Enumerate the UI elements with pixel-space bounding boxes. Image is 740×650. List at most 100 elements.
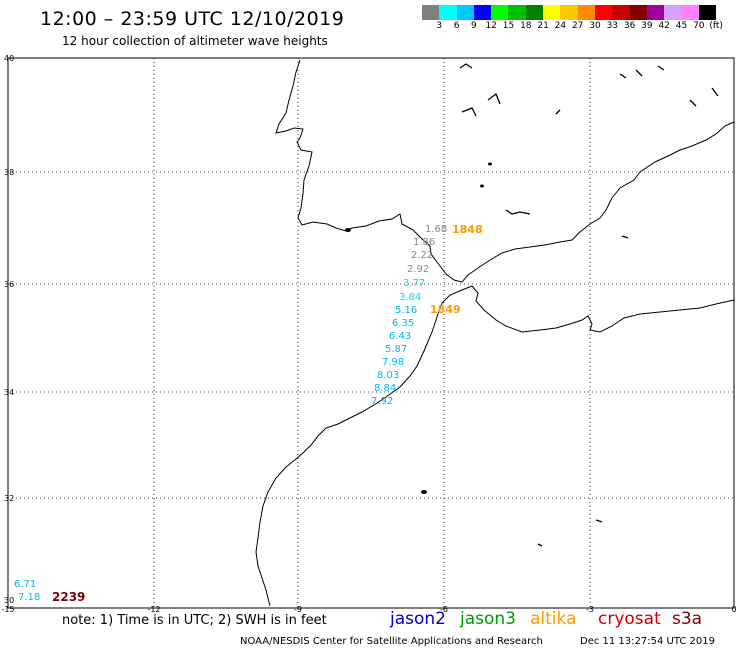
track-value: 7.18 (18, 592, 40, 603)
small-island-3 (488, 162, 492, 166)
track-value: 5.87 (385, 344, 407, 355)
track-value: 6.43 (389, 331, 411, 342)
pass-time-label: 1848 (452, 223, 483, 236)
color-scale-label: (ft) (709, 21, 723, 31)
small-island-1 (421, 490, 427, 494)
africa-atlantic-coast (255, 285, 473, 607)
color-scale-swatches (422, 5, 734, 20)
color-scale-label: 12 (485, 21, 497, 31)
island-13 (537, 543, 543, 547)
color-swatch (698, 5, 717, 20)
color-scale-label: 24 (554, 21, 567, 31)
longitude-label: -15 (1, 605, 14, 614)
color-scale-label: 36 (623, 21, 636, 31)
color-swatch (560, 5, 578, 20)
color-scale-label: 39 (641, 21, 653, 31)
color-scale-label: 33 (606, 21, 619, 31)
island-6 (555, 109, 561, 115)
color-swatch (543, 5, 561, 20)
altimeter-track-values: 1.68 1.86 2.22 2.92 3.77 3.84 5.16 6.35 6.43 5.87… (371, 224, 447, 407)
color-scale-label: 21 (537, 21, 549, 31)
lat-lon-grid (8, 58, 734, 608)
latitude-label: 36 (4, 280, 14, 289)
color-scale-label: 30 (589, 21, 601, 31)
track-value: 2.22 (411, 250, 433, 261)
color-swatch (629, 5, 647, 20)
color-swatch (456, 5, 474, 20)
track-value: 8.03 (377, 370, 399, 381)
color-scale-label: 9 (471, 21, 477, 31)
track-value: 7.98 (382, 357, 404, 368)
longitude-label: -6 (440, 605, 448, 614)
color-swatch (422, 5, 440, 20)
color-scale-label: 18 (520, 21, 532, 31)
color-scale-labels: 3 6 9 12 15 18 21 24 27 30 33 36 39 42 45 70 (ft) (422, 20, 734, 34)
latitude-label: 30 (4, 596, 14, 605)
track-value: 8.84 (374, 383, 396, 394)
color-swatch (525, 5, 544, 20)
track-value: 7.92 (371, 396, 393, 407)
credit-line: NOAA/NESDIS Center for Satellite Applica… (240, 636, 543, 647)
island-3 (505, 209, 531, 215)
mission-label-jason2: jason2 (390, 609, 446, 629)
island-outlines (459, 63, 719, 547)
color-scale-label: 27 (571, 21, 584, 31)
latitude-label: 32 (4, 494, 14, 503)
latitude-label: 34 (4, 388, 14, 397)
color-swatch (681, 5, 699, 20)
small-island-4 (480, 184, 484, 188)
island-8 (635, 69, 643, 77)
track-value: 3.84 (399, 292, 421, 303)
color-scale-label: 45 (675, 21, 688, 31)
mission-label-s3a: s3a (672, 609, 703, 629)
mission-label-jason3: jason3 (460, 609, 516, 629)
mission-label-altika: altika (530, 609, 577, 629)
pass-time-label: 2239 (52, 590, 85, 604)
pass-time-labels: 1848 1849 (430, 223, 483, 316)
footnote: note: 1) Time is in UTC; 2) SWH is in fe… (62, 613, 327, 628)
color-scale-label: 6 (453, 21, 460, 31)
coastlines (255, 59, 735, 607)
mission-label-cryosat: cryosat (598, 609, 661, 629)
africa-mediterranean-coast (471, 285, 735, 333)
island-10 (689, 99, 697, 107)
island-7 (619, 73, 627, 79)
track-value: 2.92 (407, 264, 429, 275)
track-value: 1.86 (413, 237, 435, 248)
longitude-labels: -15 -12 -9 -6 -3 0 (1, 605, 736, 614)
color-swatch (612, 5, 630, 20)
iberia-atlantic-coast (275, 59, 735, 283)
color-swatch (473, 5, 492, 20)
latitude-label: 38 (4, 168, 14, 177)
color-swatch (577, 5, 595, 20)
track-value: 6.71 (14, 579, 36, 590)
island-1 (461, 107, 477, 117)
color-swatch (646, 5, 665, 20)
color-scale-label: 15 (502, 21, 515, 31)
track-value: 6.35 (392, 318, 414, 329)
generation-timestamp: Dec 11 13:27:54 UTC 2019 (580, 636, 715, 647)
longitude-label: 0 (731, 605, 736, 614)
map-frame (7, 57, 735, 609)
map-subtitle: 12 hour collection of altimeter wave hei… (62, 34, 328, 48)
island-4 (621, 235, 629, 239)
island-2 (487, 92, 501, 105)
island-9 (657, 65, 665, 71)
track-value: 1.68 (425, 224, 447, 235)
island-12 (595, 519, 603, 523)
corner-track-values: 6.71 7.18 2239 (14, 579, 85, 604)
color-scale-legend: 3 6 9 12 15 18 21 24 27 30 33 36 39 42 45 70 (ft) (422, 5, 734, 35)
color-swatch (439, 5, 457, 20)
pass-time-label: 1849 (430, 303, 461, 316)
track-value: 3.77 (403, 278, 425, 289)
island-11 (711, 87, 719, 97)
color-swatch (491, 5, 509, 20)
small-island-2 (345, 228, 351, 232)
color-scale-label: 3 (436, 21, 443, 31)
longitude-label: -3 (586, 605, 594, 614)
color-scale-label: 70 (693, 21, 705, 31)
color-swatch (508, 5, 526, 20)
map-title: 12:00 – 23:59 UTC 12/10/2019 (40, 8, 345, 30)
color-swatch (594, 5, 613, 20)
